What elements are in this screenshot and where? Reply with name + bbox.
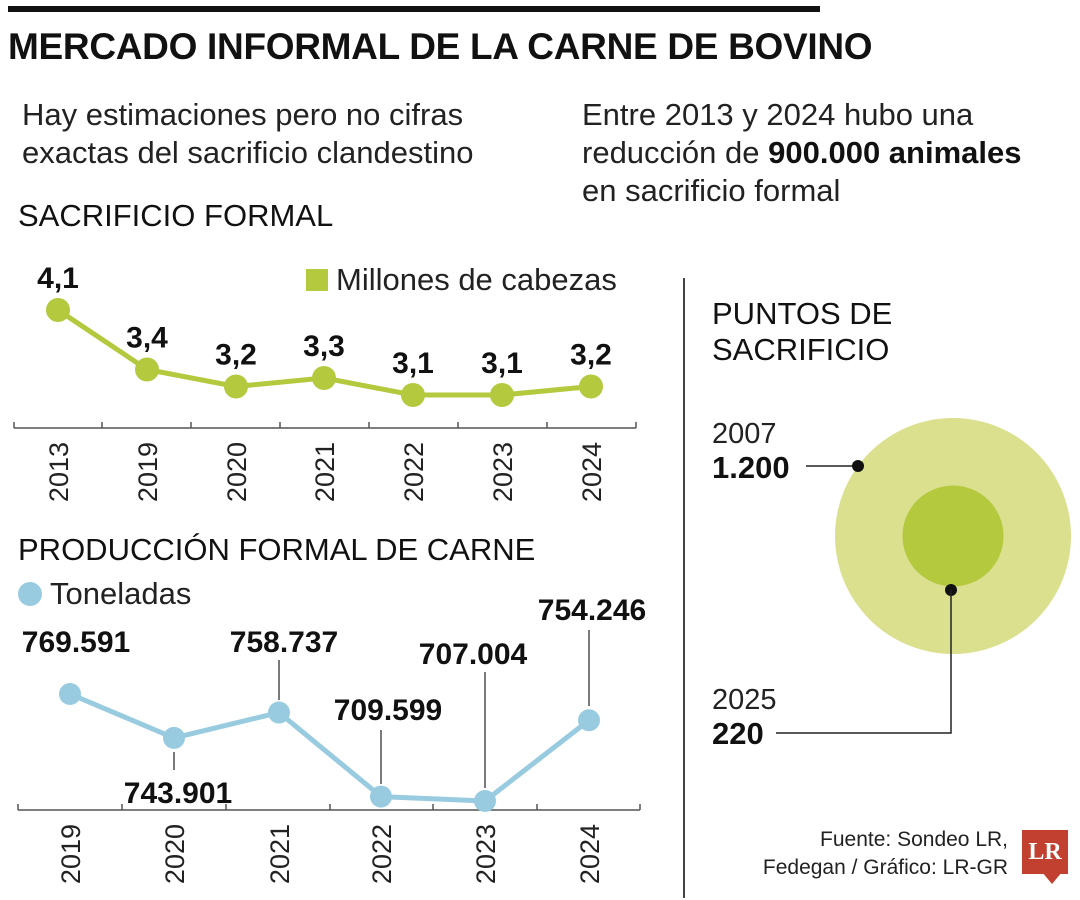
- chart1-data-label: 3,1: [481, 347, 523, 380]
- chart1-data-label: 3,2: [570, 339, 612, 372]
- intro-right-post: en sacrificio formal: [582, 173, 841, 208]
- top-rule: [8, 6, 820, 12]
- bubble-2007-marker: [852, 460, 864, 472]
- source-line-1: Fuente: Sondeo LR,: [820, 828, 1008, 851]
- chart1-year-label: 2022: [399, 442, 429, 502]
- chart2-data-label: 758.737: [230, 626, 338, 659]
- chart2-year-label: 2023: [471, 824, 501, 884]
- chart1-title: SACRIFICIO FORMAL: [18, 198, 334, 233]
- chart1-year-label: 2024: [577, 442, 607, 502]
- chart2-point: [578, 709, 600, 732]
- chart1-point: [401, 383, 425, 407]
- chart1-year-label: 2021: [310, 442, 340, 502]
- chart2-data-label: 709.599: [334, 694, 442, 727]
- chart2-legend: Toneladas: [18, 576, 191, 612]
- chart2-point: [268, 701, 290, 724]
- page-title: MERCADO INFORMAL DE LA CARNE DE BOVINO: [8, 26, 873, 67]
- chart2-title: PRODUCCIÓN FORMAL DE CARNE: [18, 532, 536, 567]
- chart2-year-label: 2019: [56, 824, 86, 884]
- divider: [683, 278, 685, 898]
- chart1-year-label: 2023: [488, 442, 518, 502]
- chart2-data-label: 754.246: [538, 594, 646, 627]
- chart2-data-label: 743.901: [124, 777, 232, 810]
- chart2-legend-label: Toneladas: [50, 576, 192, 611]
- chart1-point: [490, 383, 514, 407]
- bubble-2025: [902, 485, 1004, 587]
- intro-left: Hay estimaciones pero no cifras exactas …: [22, 97, 474, 170]
- intro-right-bold: 900.000 animales: [768, 135, 1022, 170]
- chart2-point: [474, 790, 496, 812]
- chart1-data-label: 3,4: [126, 322, 168, 355]
- chart2-data-label: 769.591: [22, 626, 130, 659]
- value-2025-label: 220: [712, 716, 764, 751]
- legend-dot-icon: [18, 582, 42, 606]
- source-line-2: Fedegan / Gráfico: LR-GR: [762, 856, 1008, 879]
- year-2007-label: 2007: [712, 418, 777, 450]
- chart1-data-label: 3,3: [303, 330, 345, 363]
- puntos-title: PUNTOS DE SACRIFICIO: [712, 296, 893, 367]
- lr-logo: LR: [1022, 830, 1068, 874]
- year-2025-label: 2025: [712, 684, 777, 716]
- chart2-year-label: 2022: [367, 824, 397, 884]
- chart1-data-label: 4,1: [37, 262, 79, 295]
- chart1-legend-label: Millones de cabezas: [336, 262, 617, 297]
- bubble-2025-leader: [776, 590, 952, 734]
- chart1-point: [312, 366, 336, 390]
- chart1-year-label: 2020: [222, 442, 252, 502]
- chart1-year-label: 2013: [44, 442, 74, 502]
- chart2-year-label: 2021: [265, 824, 295, 884]
- chart1-data-label: 3,1: [392, 347, 434, 380]
- chart2-point: [59, 683, 81, 705]
- chart2-series-line: [69, 691, 591, 804]
- source-note: Fuente: Sondeo LR, Fedegan / Gráfico: LR…: [763, 826, 1008, 882]
- chart2-year-label: 2020: [160, 824, 190, 884]
- chart2-year-label: 2024: [575, 824, 605, 884]
- value-2007-label: 1.200: [712, 450, 790, 485]
- chart1-point: [224, 374, 248, 399]
- intro-right-pre: Entre 2013 y 2024 hubo una reducción de: [582, 97, 974, 170]
- chart2-point: [163, 726, 185, 749]
- chart1-data-label: 3,2: [215, 339, 257, 372]
- chart2-point: [370, 785, 392, 808]
- chart1-year-label: 2019: [133, 442, 163, 502]
- lr-logo-tail: [1042, 872, 1062, 884]
- intro-right: Entre 2013 y 2024 hubo una reducción de …: [582, 96, 1062, 210]
- chart1-point: [46, 298, 70, 322]
- chart1-legend: Millones de cabezas: [306, 262, 617, 298]
- chart2-data-label: 707.004: [419, 638, 528, 671]
- chart1-point: [135, 357, 159, 382]
- legend-square-icon: [306, 269, 328, 291]
- chart1-point: [579, 374, 603, 399]
